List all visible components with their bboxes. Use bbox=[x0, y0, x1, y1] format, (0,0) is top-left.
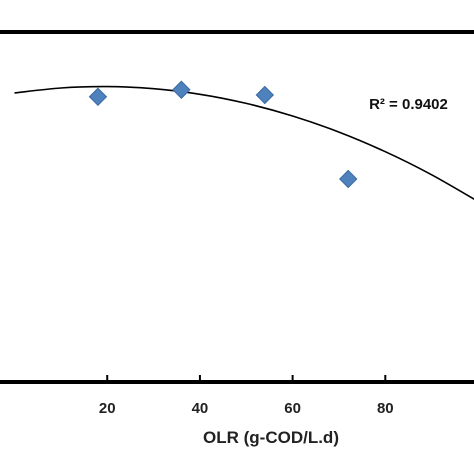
plot-frame bbox=[0, 30, 474, 384]
x-tick-label: 20 bbox=[99, 400, 116, 417]
data-points bbox=[88, 80, 358, 189]
x-axis-ticks bbox=[106, 375, 387, 382]
data-point bbox=[255, 85, 275, 105]
x-tick-label: 60 bbox=[284, 400, 301, 417]
data-point bbox=[88, 87, 108, 106]
data-point bbox=[172, 80, 191, 99]
trendline bbox=[14, 85, 474, 201]
x-tick-label: 80 bbox=[377, 400, 394, 417]
r-squared-annotation: R² = 0.9402 bbox=[369, 96, 448, 113]
data-point bbox=[339, 169, 358, 189]
x-axis-title: OLR (g-COD/L.d) bbox=[203, 428, 339, 447]
plot-area-border bbox=[0, 30, 474, 384]
x-axis-tick-labels: 20 40 60 80 bbox=[99, 400, 394, 417]
x-tick-label: 40 bbox=[192, 400, 209, 417]
